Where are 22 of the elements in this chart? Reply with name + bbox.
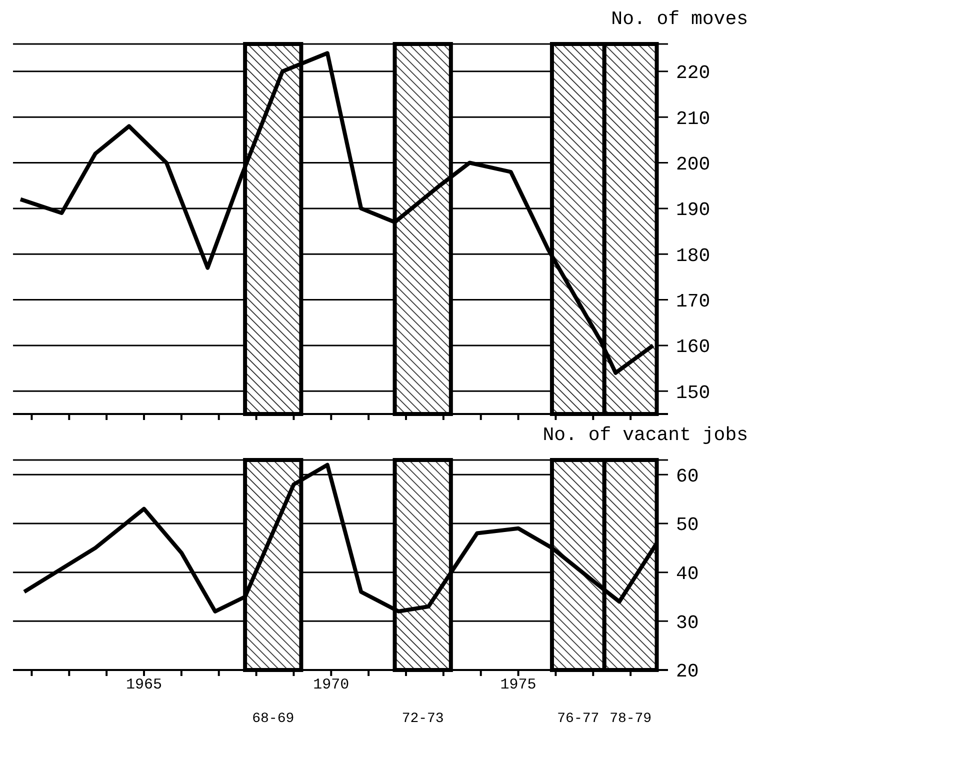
y-tick-label: 180 [676, 244, 710, 267]
y-tick-label: 200 [676, 154, 710, 176]
band-label: 72-73 [402, 710, 444, 727]
x-tick-label: 1965 [126, 676, 162, 694]
y-tick-label: 160 [676, 336, 710, 358]
y-tick-label: 50 [676, 514, 699, 536]
y-tick-label: 190 [676, 199, 710, 222]
y-tick-label: 40 [676, 563, 699, 586]
y-tick-label: 60 [676, 465, 699, 488]
band-label: 78-79 [610, 710, 652, 727]
y-tick-label: 220 [676, 62, 710, 84]
band-label: 76-77 [557, 710, 600, 727]
y-tick-label: 150 [676, 382, 710, 404]
x-tick-label: 1970 [313, 676, 350, 694]
y-tick-label: 20 [676, 660, 699, 683]
band-label: 68-69 [252, 710, 294, 727]
y-tick-label: 210 [676, 108, 710, 130]
y-axis-title: No. of moves [610, 8, 748, 32]
y-tick-label: 170 [676, 290, 710, 313]
y-tick-label: 30 [676, 612, 699, 634]
x-tick-label: 1975 [500, 676, 536, 694]
y-axis-title: No. of vacant jobs [542, 424, 748, 448]
